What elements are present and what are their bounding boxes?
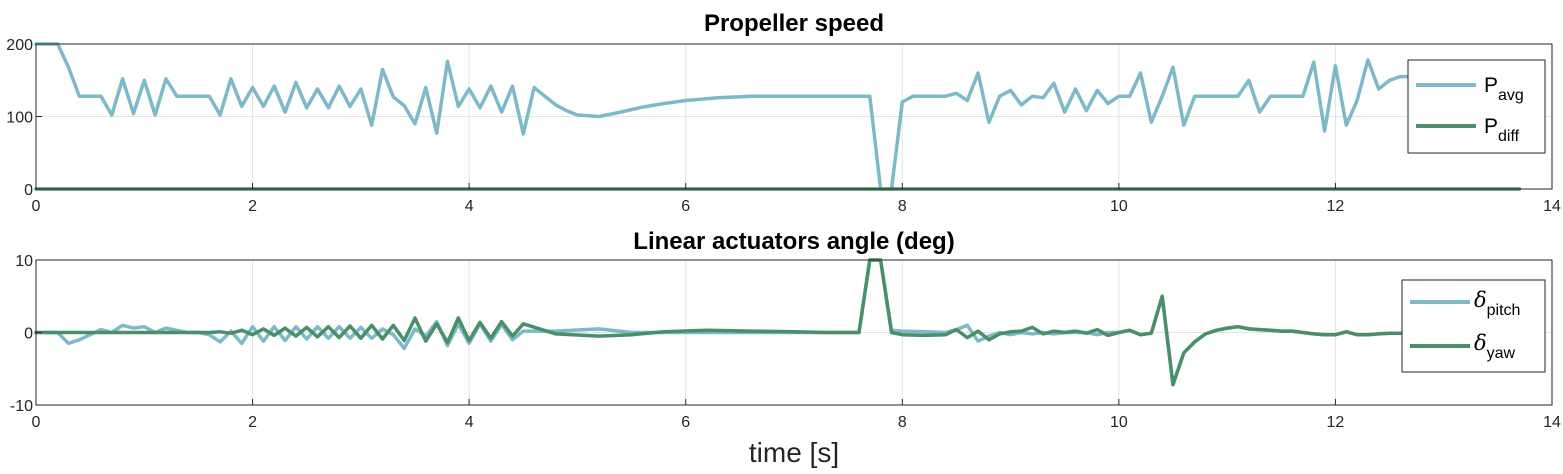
x-tick-label: 12 — [1327, 414, 1345, 431]
series-line-yaw — [34, 258, 1424, 387]
x-tick-label: 2 — [248, 198, 257, 215]
legend-sub-yaw: yaw — [1487, 345, 1516, 362]
x-tick-label: 8 — [898, 198, 907, 215]
x-tick-label: 14 — [1543, 198, 1561, 215]
legend-sub-avg: avg — [1498, 87, 1524, 104]
x-tick-label: 0 — [32, 414, 41, 431]
legend-box — [1401, 279, 1546, 373]
y-tick-label: 100 — [6, 110, 33, 127]
x-tick-label: 12 — [1327, 198, 1345, 215]
x-tick-label: 4 — [465, 414, 474, 431]
x-tick-label: 6 — [681, 414, 690, 431]
y-tick-label: 0 — [24, 326, 33, 343]
legend: Pavg Pdiff — [1407, 59, 1546, 154]
x-tick-label: 10 — [1110, 414, 1128, 431]
series-line-avg — [34, 42, 1424, 191]
y-tick-label: -10 — [10, 398, 33, 415]
x-tick-label: 0 — [32, 198, 41, 215]
series-group — [34, 258, 1424, 387]
legend: δpitch δyaw — [1401, 279, 1546, 373]
y-tick-label: 200 — [6, 37, 33, 54]
y-tick-label: 10 — [15, 253, 33, 270]
y-tick-label: 0 — [24, 182, 33, 199]
legend-label-pitch: δpitch — [1474, 288, 1520, 319]
x-tick-label: 14 — [1543, 414, 1561, 431]
x-axis-label: time [s] — [749, 437, 839, 468]
chart-title: Linear actuators angle (deg) — [633, 228, 954, 255]
x-tick-label: 6 — [681, 198, 690, 215]
legend-label-diff: Pdiff — [1484, 115, 1520, 145]
legend-prefix-yaw: δ — [1474, 331, 1487, 355]
chart-title: Propeller speed — [704, 10, 884, 37]
legend-prefix-pitch: δ — [1474, 288, 1487, 312]
x-tick-label: 8 — [898, 414, 907, 431]
x-tick-label: 4 — [465, 198, 474, 215]
legend-label-avg: Pavg — [1484, 74, 1524, 104]
x-tick-label: 10 — [1110, 198, 1128, 215]
legend-label-yaw: δyaw — [1474, 331, 1516, 362]
propeller-speed-panel: 0 2 4 6 8 10 12 14 0 100 200 Propeller speed Pavg … — [6, 10, 1561, 215]
x-tick-label: 2 — [248, 414, 257, 431]
legend-prefix-diff: P — [1484, 115, 1498, 138]
tick-labels: 0 2 4 6 8 10 12 14 0 100 200 — [6, 37, 1561, 215]
legend-box — [1407, 59, 1546, 154]
legend-sub-diff: diff — [1498, 128, 1520, 145]
legend-sub-pitch: pitch — [1487, 302, 1521, 319]
legend-prefix-avg: P — [1484, 74, 1498, 97]
